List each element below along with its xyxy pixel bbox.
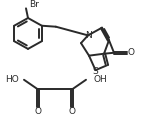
Text: S: S <box>93 67 98 76</box>
Text: N: N <box>85 31 91 40</box>
Text: O: O <box>35 107 41 116</box>
Text: O: O <box>69 107 75 116</box>
Text: OH: OH <box>93 75 107 84</box>
Text: O: O <box>127 48 134 57</box>
Text: HO: HO <box>5 75 19 84</box>
Text: Br: Br <box>29 0 39 9</box>
